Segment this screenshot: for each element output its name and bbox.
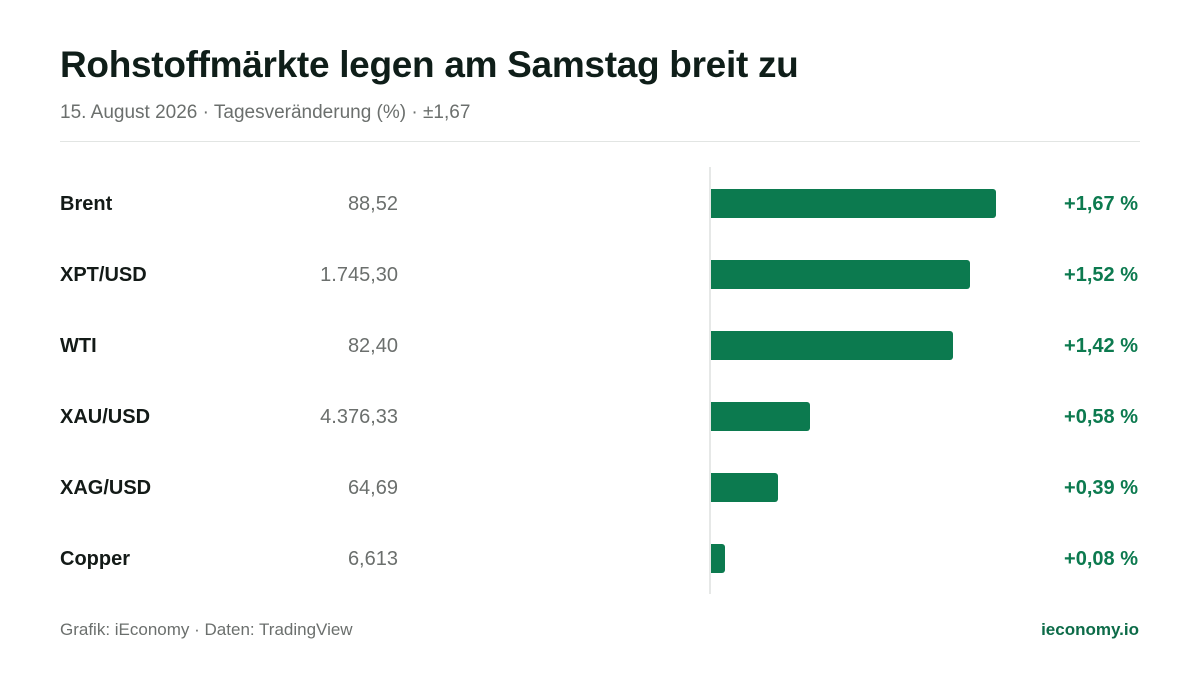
bar: [711, 544, 725, 573]
price-value: 6,613: [347, 548, 398, 570]
footer-source: Grafik: iEconomy · Daten: TradingView: [60, 620, 353, 639]
bar: [711, 402, 810, 431]
price-value: 88,52: [347, 193, 398, 215]
bar: [711, 189, 996, 218]
chart-row: XPT/USD 1.745,30 +1,52 %: [0, 255, 1200, 295]
category-label: XAG/USD: [60, 477, 152, 499]
value-label: +1,42 %: [1064, 335, 1138, 357]
category-label: XAU/USD: [60, 406, 151, 428]
header-divider: [60, 141, 1140, 142]
bar: [711, 331, 953, 360]
chart-subtitle: 15. August 2026 · Tagesveränderung (%) ·…: [60, 102, 471, 123]
chart-row: Brent 88,52 +1,67 %: [0, 184, 1200, 224]
footer-brand-link[interactable]: ieconomy.io: [1041, 620, 1139, 639]
value-label: +0,08 %: [1064, 548, 1138, 570]
value-label: +0,39 %: [1064, 477, 1138, 499]
chart-row: XAG/USD 64,69 +0,39 %: [0, 468, 1200, 508]
chart-title: Rohstoffmärkte legen am Samstag breit zu: [60, 44, 799, 85]
category-label: Copper: [60, 548, 130, 570]
zero-axis-line: [709, 167, 711, 594]
category-label: Brent: [60, 193, 113, 215]
value-label: +0,58 %: [1064, 406, 1138, 428]
bar: [711, 260, 970, 289]
price-value: 82,40: [347, 335, 398, 357]
price-value: 1.745,30: [320, 264, 398, 286]
chart-row: Copper 6,613 +0,08 %: [0, 539, 1200, 579]
bar: [711, 473, 778, 502]
value-label: +1,52 %: [1064, 264, 1138, 286]
price-value: 4.376,33: [320, 406, 398, 428]
category-label: WTI: [60, 335, 97, 357]
chart-row: WTI 82,40 +1,42 %: [0, 326, 1200, 366]
category-label: XPT/USD: [60, 264, 147, 286]
value-label: +1,67 %: [1064, 193, 1138, 215]
price-value: 64,69: [347, 477, 398, 499]
chart-row: XAU/USD 4.376,33 +0,58 %: [0, 397, 1200, 437]
